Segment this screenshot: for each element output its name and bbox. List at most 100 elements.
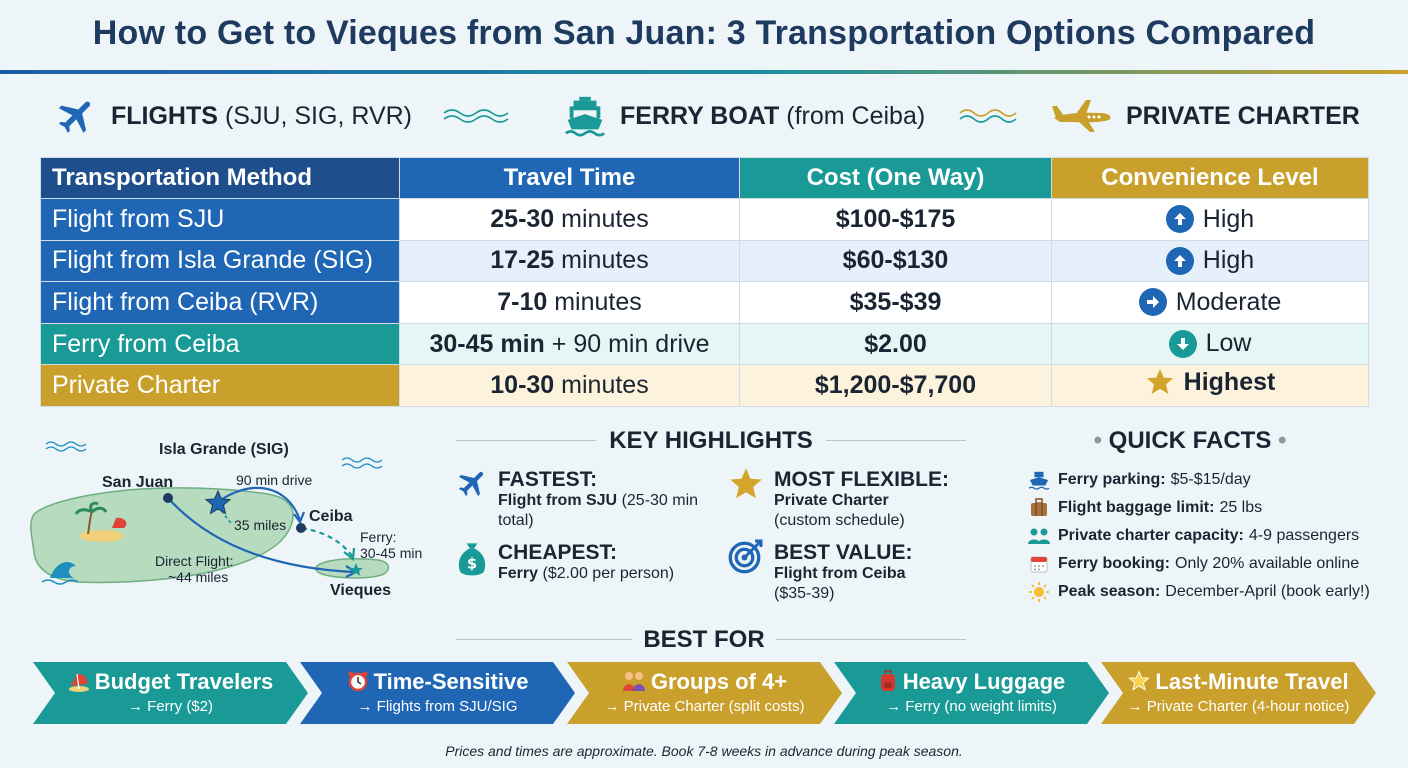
- bullet-dot-icon: •: [1093, 427, 1102, 454]
- highlight-detail: ($35-39): [774, 585, 835, 602]
- highlight-bold: Flight from Ceiba: [774, 565, 906, 582]
- highlight-title: MOST FLEXIBLE:: [774, 468, 949, 491]
- arrow-up-icon: [1165, 205, 1194, 234]
- table-header-row: Transportation Method Travel Time Cost (…: [40, 157, 1369, 199]
- page-title: How to Get to Vieques from San Juan: 3 T…: [92, 14, 1316, 52]
- map-label-ferry-time: 30-45 min: [360, 545, 423, 561]
- fact-value: December-April (book early!): [1165, 583, 1370, 600]
- best-for-subtitle: → Flights from SJU/SIG: [357, 698, 518, 715]
- key-highlights-heading: KEY HIGHLIGHTS: [609, 427, 813, 454]
- highlight-bold: Private Charter: [774, 492, 889, 509]
- column-header: Travel Time: [399, 157, 740, 199]
- convenience-cell: Highest: [1051, 364, 1369, 407]
- table-row: Ferry from Ceiba 30-45 min + 90 min drive…: [40, 322, 1369, 366]
- convenience-cell: Low: [1051, 322, 1369, 366]
- category-suffix: (from Ceiba): [786, 101, 926, 130]
- highlight-most-flexible: MOST FLEXIBLE: Private Charter (custom sc…: [774, 468, 1004, 531]
- quick-facts-heading: • QUICK FACTS •: [1080, 427, 1300, 455]
- arrow-down-icon: [1168, 329, 1197, 358]
- calendar-icon: [1026, 553, 1052, 575]
- route-map: Isla Grande (SIG) San Juan 90 min drive …: [28, 432, 438, 612]
- fact-label: Private charter capacity:: [1058, 527, 1244, 544]
- column-header: Convenience Level: [1051, 157, 1369, 199]
- category-label: FERRY BOAT: [620, 101, 780, 130]
- highlight-cheapest: CHEAPEST: Ferry ($2.00 per person): [498, 541, 728, 584]
- best-for-title-text: Budget Travelers: [94, 669, 274, 694]
- cost-cell: $35-$39: [739, 281, 1052, 324]
- table-row: Flight from SJU 25-30 minutes $100-$175 Hig…: [40, 198, 1369, 241]
- best-for-budget-travelers: Budget Travelers → Ferry ($2): [33, 662, 308, 724]
- travel-time-cell: 10-30 minutes: [399, 364, 740, 407]
- time-value: 25-30: [490, 204, 555, 233]
- best-for-groups-of-4: Groups of 4+ → Private Charter (split cos…: [567, 662, 842, 724]
- best-for-time-sensitive: Time-Sensitive → Flights from SJU/SIG: [300, 662, 575, 724]
- section-divider: [776, 639, 966, 640]
- map-label-ferry: Ferry:: [360, 529, 397, 545]
- backpack-icon: [878, 669, 898, 697]
- best-for-subtitle: → Ferry (no weight limits): [886, 698, 1057, 715]
- airplane-icon: [458, 471, 484, 497]
- map-label-san-juan: San Juan: [102, 474, 174, 491]
- beach-icon: [68, 672, 90, 697]
- title-divider: [0, 70, 1408, 74]
- convenience-value: High: [1202, 204, 1255, 233]
- time-unit: minutes: [561, 204, 649, 233]
- ship-icon: [1026, 469, 1052, 491]
- money-bag-icon: $: [458, 543, 486, 576]
- fact-value: Only 20% available online: [1175, 555, 1360, 572]
- route-map-graphic: [30, 441, 390, 585]
- convenience-cell: High: [1051, 198, 1369, 241]
- svg-text:$: $: [467, 556, 477, 573]
- quick-fact-item: Peak season: December-April (book early!): [1026, 580, 1370, 604]
- best-for-title: Heavy Luggage: [834, 669, 1109, 697]
- best-for-title: Budget Travelers: [33, 669, 308, 697]
- wave-icon: [443, 109, 509, 123]
- time-value: 10-30: [490, 371, 555, 400]
- best-for-subtitle: → Ferry ($2): [127, 698, 213, 715]
- category-suffix: (SJU, SIG, RVR): [224, 101, 412, 130]
- category-label: PRIVATE CHARTER: [1126, 101, 1360, 130]
- best-for-heavy-luggage: Heavy Luggage → Ferry (no weight limits): [834, 662, 1109, 724]
- comparison-table: Transportation Method Travel Time Cost (…: [40, 157, 1369, 407]
- map-label-direct: Direct Flight:: [155, 553, 234, 569]
- cost-cell: $1,200-$7,700: [739, 364, 1052, 407]
- category-charter: PRIVATE CHARTER: [1050, 93, 1367, 139]
- table-row: Flight from Ceiba (RVR) 7-10 minutes $35-$…: [40, 281, 1369, 324]
- travel-time-cell: 30-45 min + 90 min drive: [399, 322, 740, 366]
- quick-fact-item: Private charter capacity: 4-9 passengers: [1026, 524, 1359, 548]
- people-icon: [1026, 525, 1052, 547]
- method-cell: Flight from SJU: [40, 198, 400, 241]
- best-for-heading: BEST FOR: [643, 626, 765, 653]
- section-divider: [456, 440, 596, 441]
- best-for-title-text: Last-Minute Travel: [1155, 669, 1349, 694]
- convenience-value: Highest: [1183, 367, 1276, 396]
- convenience-value: Moderate: [1175, 287, 1282, 316]
- best-for-last-minute-travel: Last-Minute Travel → Private Charter (4-h…: [1101, 662, 1376, 724]
- footnote: Prices and times are approximate. Book 7…: [445, 743, 963, 759]
- time-value: 30-45 min: [429, 329, 545, 358]
- star-icon: [1128, 670, 1151, 697]
- highlight-detail: (custom schedule): [774, 512, 905, 529]
- method-cell: Private Charter: [40, 364, 400, 407]
- table-row: Flight from Isla Grande (SIG) 17-25 minut…: [40, 239, 1369, 283]
- convenience-value: High: [1202, 246, 1255, 275]
- best-for-title-text: Groups of 4+: [650, 669, 788, 694]
- quick-fact-item: Ferry booking: Only 20% available online: [1026, 552, 1359, 576]
- airplane-icon: [58, 101, 91, 133]
- best-for-title-text: Heavy Luggage: [902, 669, 1066, 694]
- best-for-subtitle: → Private Charter (4-hour notice): [1127, 698, 1350, 715]
- cost-cell: $100-$175: [739, 198, 1052, 241]
- family-icon: [622, 670, 646, 697]
- star-icon: [204, 489, 232, 515]
- travel-time-cell: 17-25 minutes: [399, 239, 740, 283]
- star-icon: [730, 468, 762, 499]
- sun-icon: [1026, 581, 1052, 603]
- cost-cell: $2.00: [739, 322, 1052, 366]
- fact-label: Peak season:: [1058, 583, 1161, 600]
- section-divider: [826, 440, 966, 441]
- table-row: Private Charter 10-30 minutes $1,200-$7,70…: [40, 364, 1369, 407]
- quick-facts-title: QUICK FACTS: [1108, 427, 1272, 454]
- best-for-subtitle: → Private Charter (split costs): [604, 698, 805, 715]
- puerto-rico-shape: [30, 487, 294, 584]
- column-header: Transportation Method: [40, 157, 400, 199]
